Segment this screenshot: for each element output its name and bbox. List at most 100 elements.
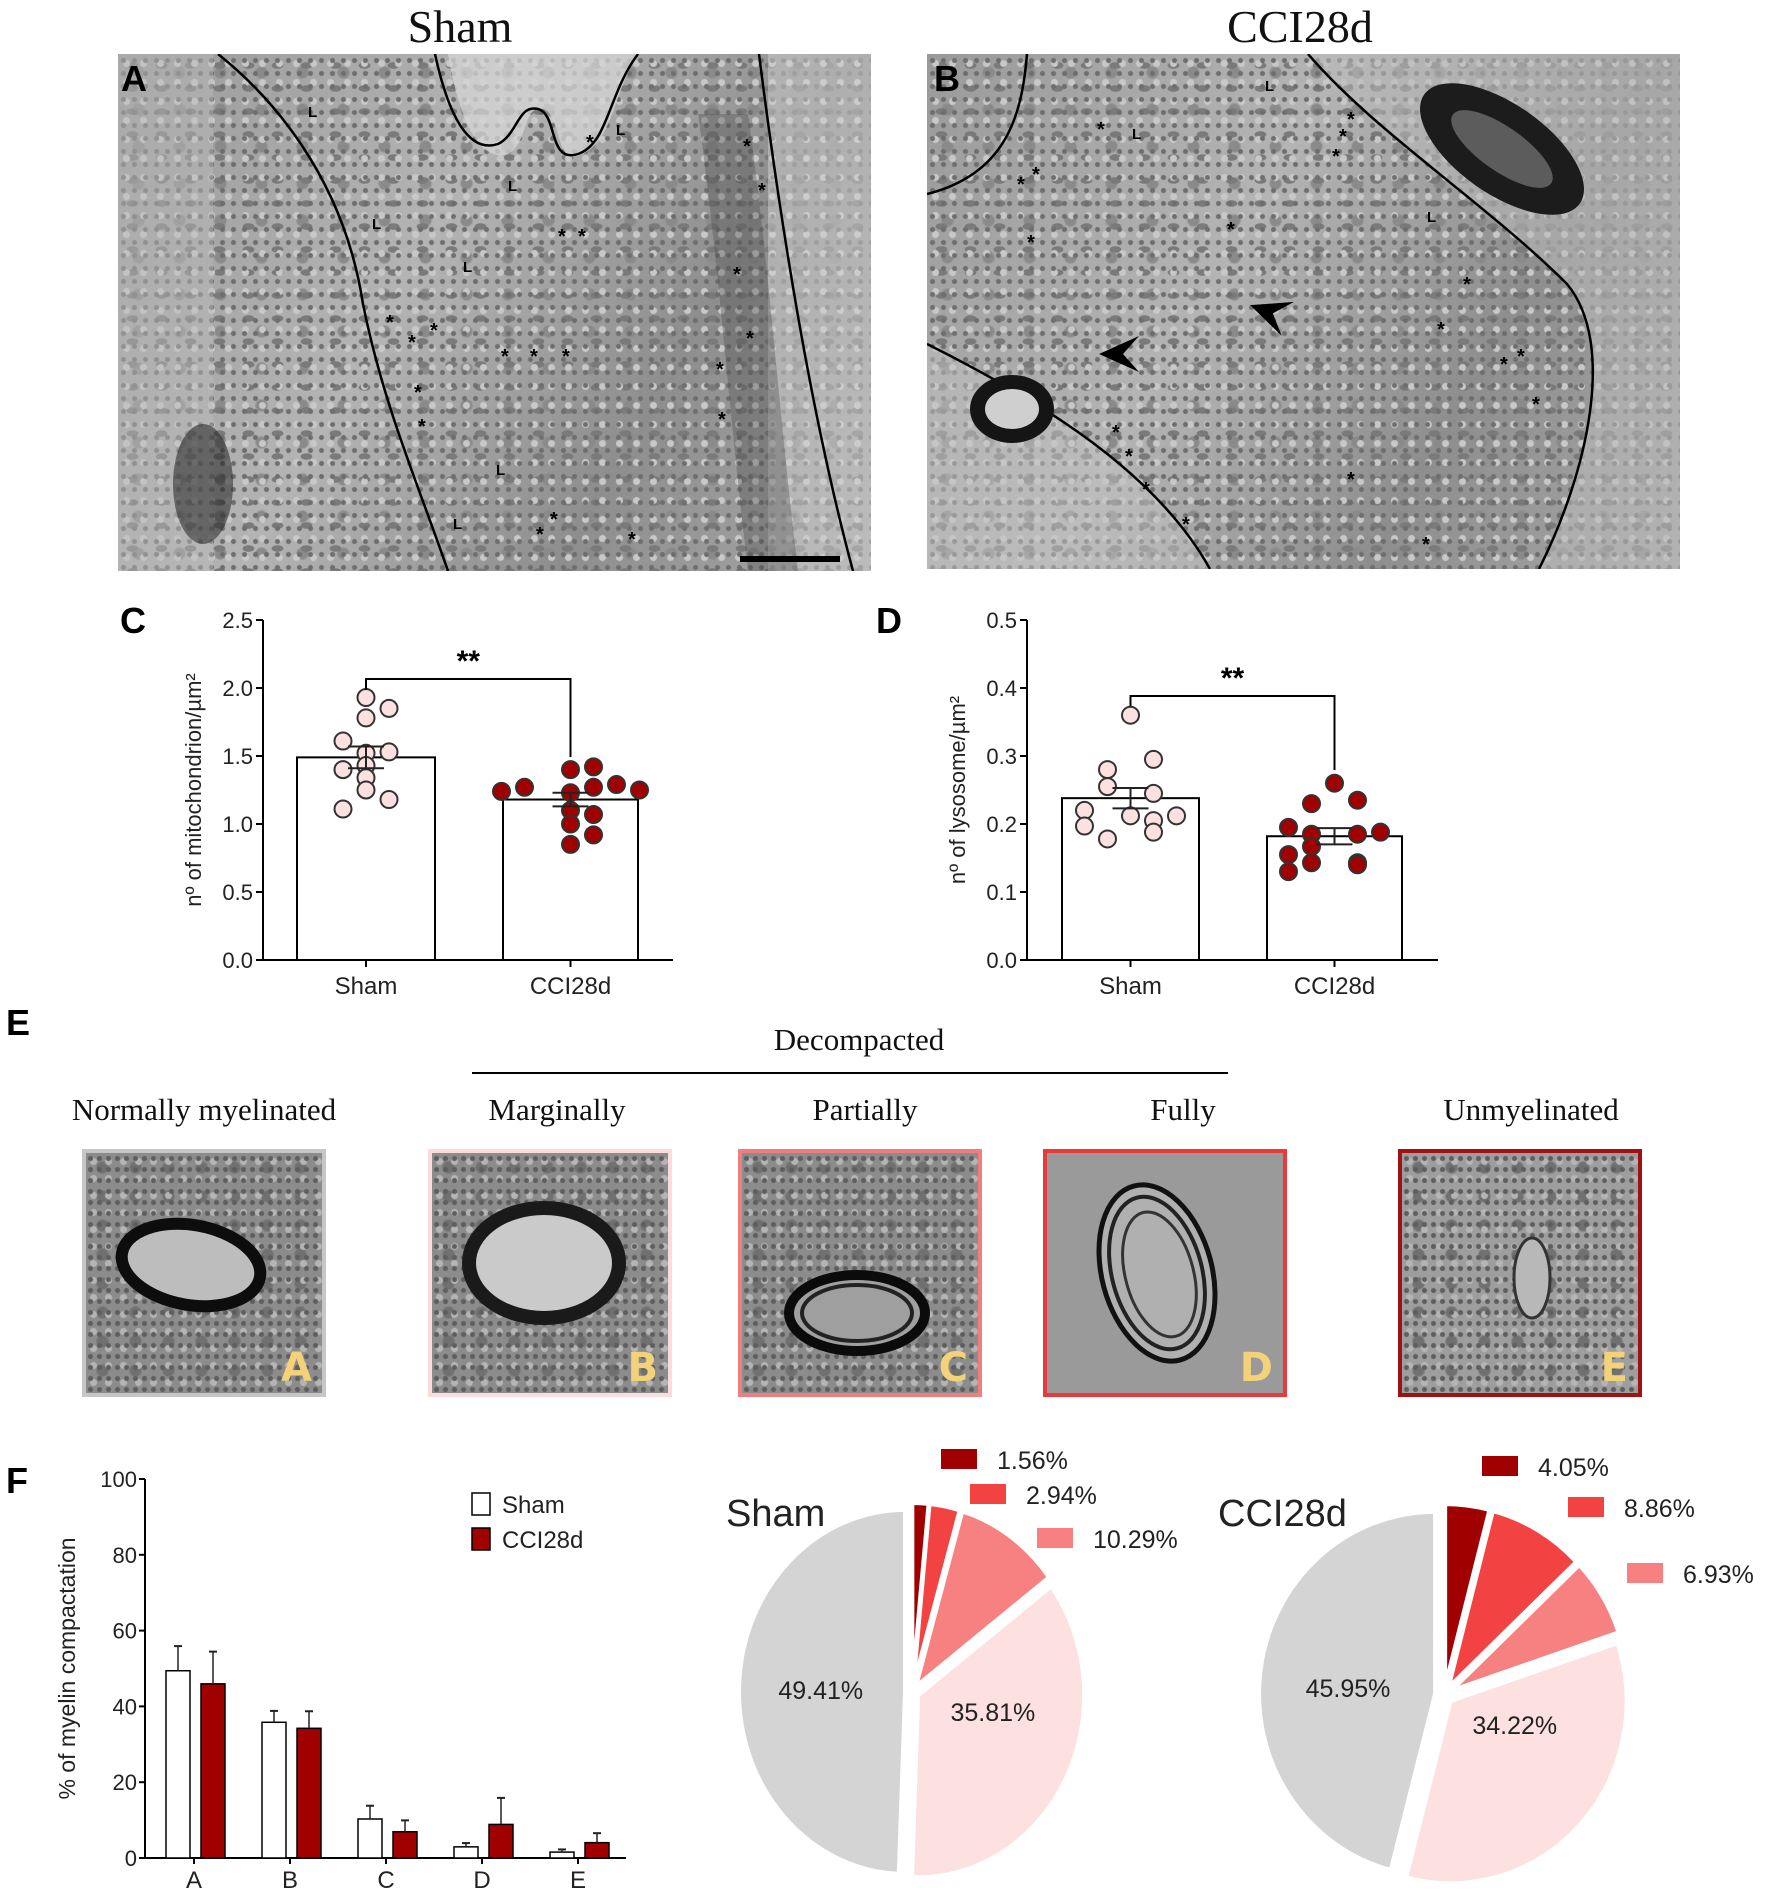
significance-label: **: [457, 645, 481, 678]
data-point: [1348, 855, 1367, 875]
mitochondrion-marker: *: [1227, 219, 1235, 241]
data-point: [379, 698, 399, 718]
y-tick-label: 1.5: [222, 744, 253, 769]
cell-boundary-lines: [927, 54, 1680, 569]
mitochondrion-marker: *: [733, 264, 741, 286]
y-tick-label: 2.0: [222, 676, 253, 701]
mitochondrion-marker: *: [628, 529, 636, 551]
thumbnail-marginally-decompacted: B: [428, 1149, 672, 1397]
pie-legend-label: 8.86%: [1624, 1495, 1695, 1523]
data-point: [1121, 705, 1140, 725]
pie-legend-swatch: [1627, 1563, 1663, 1583]
pie-slice-B: [1403, 1640, 1629, 1886]
data-point: [1075, 816, 1094, 836]
data-point: [333, 799, 353, 819]
pie-legend-label: 2.94%: [1026, 1482, 1097, 1510]
mitochondrion-marker: *: [1347, 469, 1355, 491]
thumbnail-fully-decompacted: D: [1043, 1149, 1287, 1397]
y-axis-label: nº of lysosome/µm²: [945, 696, 970, 884]
y-tick-label: 2.5: [222, 608, 253, 633]
lysosome-marker: L: [1132, 126, 1142, 143]
y-tick-label: 0.0: [222, 948, 253, 973]
legend-swatch: [471, 1492, 491, 1516]
mitochondrion-marker: *: [1027, 232, 1035, 254]
mitochondrion-marker: *: [718, 409, 726, 431]
category-letter: E: [1600, 1345, 1628, 1391]
y-tick-label: 1.0: [222, 812, 253, 837]
x-tick-label: A: [186, 1867, 202, 1893]
mitochondrion-marker: *: [758, 180, 766, 202]
data-point: [1144, 749, 1163, 769]
data-point: [1144, 822, 1163, 842]
mitochondrion-marker: *: [1097, 119, 1105, 141]
y-tick-label: 0.5: [986, 608, 1017, 633]
bar-sham-D: [453, 1846, 479, 1859]
chart-F-pie-sham: 1.56% 2.94% 10.29% 35.81% 49.41% Sham: [726, 1447, 1178, 1880]
mitochondrion-marker: *: [550, 509, 558, 531]
y-tick-label: 0: [125, 1846, 137, 1871]
panel-label-d: D: [876, 600, 902, 641]
pie-legend-swatch: [941, 1449, 977, 1469]
lysosome-marker: L: [496, 462, 506, 479]
data-point: [561, 834, 580, 854]
data-point: [356, 708, 376, 728]
mitochondrion-marker: *: [530, 346, 538, 368]
data-point: [1098, 760, 1117, 780]
data-point: [379, 790, 399, 810]
data-point: [1348, 790, 1367, 810]
mitochondrion-marker: *: [1437, 319, 1445, 341]
panel-label-c: C: [120, 600, 146, 641]
y-tick-label: 0.2: [986, 812, 1017, 837]
y-axis-label: nº of mitochondrion/µm²: [181, 673, 206, 906]
lysosome-marker: L: [616, 122, 626, 139]
data-point: [333, 760, 353, 780]
data-point: [1167, 806, 1186, 826]
data-point: [584, 757, 603, 777]
mitochondrion-marker: *: [1332, 146, 1340, 168]
mitochondrion-marker: *: [414, 382, 422, 404]
cci28d-title: CCI28d: [1227, 1, 1373, 52]
data-point: [561, 814, 580, 834]
chart-F-bars: 0 20 40 60 80 100 % of myelin compactation A B C D…: [54, 1467, 626, 1893]
lysosome-marker: L: [508, 178, 518, 195]
category-letter: A: [281, 1345, 312, 1391]
category-letter: B: [627, 1345, 659, 1391]
x-tick-label: Sham: [1099, 973, 1162, 1000]
data-point: [515, 777, 534, 797]
data-point: [630, 780, 649, 800]
bar-cci28d-C: [392, 1830, 418, 1859]
legend-label: CCI28d: [502, 1527, 583, 1554]
category-title: Partially: [812, 1092, 918, 1127]
mitochondrion-marker: *: [578, 226, 586, 248]
mitochondrion-marker: *: [746, 328, 754, 350]
pie-label: 45.95%: [1306, 1675, 1391, 1703]
pie-title: Sham: [726, 1493, 825, 1535]
pie-label: 35.81%: [950, 1699, 1035, 1727]
mitochondrion-marker: *: [536, 524, 544, 546]
category-title: Fully: [1150, 1092, 1216, 1127]
lysosome-marker: L: [463, 259, 473, 276]
mitochondrion-marker: *: [1017, 174, 1025, 196]
data-point: [561, 760, 580, 780]
panel-label-a: A: [121, 58, 147, 99]
arrowhead-icon: [1099, 336, 1139, 372]
mitochondrion-marker: *: [418, 416, 426, 438]
y-tick-label: 0.1: [986, 880, 1017, 905]
y-tick-label: 100: [100, 1467, 137, 1492]
pie-slice-D: [911, 1501, 963, 1686]
legend-label: Sham: [502, 1492, 565, 1519]
data-point: [1325, 773, 1344, 793]
mitochondrion-marker: *: [1112, 422, 1120, 444]
chart-D: 0.0 0.1 0.2 0.3 0.4 0.5 nº of lysosome/µm² Sham…: [945, 608, 1438, 1000]
mitochondrion-marker: *: [562, 346, 570, 368]
pie-legend-swatch: [1482, 1456, 1518, 1476]
pie-slice-E: [1443, 1502, 1492, 1687]
pie-label: 49.41%: [778, 1677, 863, 1705]
y-tick-label: 40: [113, 1694, 137, 1719]
y-tick-label: 0.4: [986, 676, 1017, 701]
data-point: [492, 781, 511, 801]
thumbnail-partially-decompacted: C: [738, 1149, 982, 1397]
thumbnail-unmyelinated: E: [1398, 1149, 1642, 1397]
pie-slice-D: [1444, 1508, 1579, 1694]
pie-legend-label: 10.29%: [1093, 1526, 1178, 1554]
